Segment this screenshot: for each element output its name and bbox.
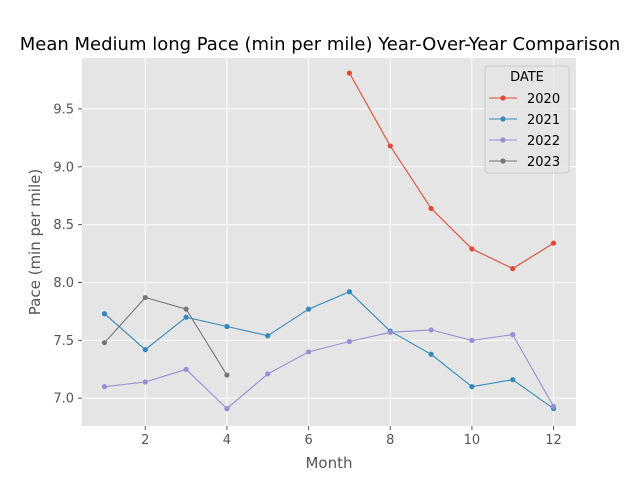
data-point-2021 [346,289,353,295]
data-point-2022 [428,327,434,333]
x-tick-label: 10 [464,433,481,448]
series-line-2021 [104,291,554,410]
legend-marker-2021 [500,116,506,122]
x-tick-label: 4 [223,433,231,448]
x-tick-label: 6 [304,433,312,448]
data-point-2023 [224,372,230,378]
x-tick-label: 12 [545,433,562,448]
data-point-2021 [183,314,189,320]
x-tick-label: 2 [141,433,149,448]
data-point-2022 [387,329,393,335]
series-2023 [101,294,230,378]
legend-item-2022: 2022 [489,134,560,149]
data-point-2021 [305,306,312,312]
data-point-2020 [387,143,393,149]
data-point-2022 [224,406,230,412]
data-point-2023 [142,294,148,301]
y-tick-label: 7.5 [53,334,74,349]
x-axis-label: Month [305,454,352,472]
data-point-2022 [101,384,108,390]
data-point-2021 [142,347,148,353]
legend-marker-2023 [500,158,506,164]
ticks: 2 4 6 8 10 12 7.0 7.5 8.0 8.5 9.0 9.5 [53,102,562,448]
data-point-2022 [265,371,271,377]
data-point-2023 [183,306,189,312]
data-point-2020 [428,205,434,212]
x-tick-label: 8 [386,433,394,448]
legend-marker-2020 [500,95,506,101]
y-tick-label: 8.0 [53,276,74,291]
data-point-2022 [142,379,148,385]
legend-box [484,65,570,174]
legend-label-2023: 2023 [527,155,560,170]
data-point-2020 [346,70,353,76]
legend-item-2020: 2020 [489,92,560,107]
series-layer [101,70,557,412]
data-point-2021 [469,384,475,390]
legend-marker-2022 [500,137,506,143]
y-tick-label: 7.0 [53,392,74,407]
data-point-2022 [469,337,475,343]
y-tick-label: 9.0 [53,160,74,175]
series-2021 [101,289,557,412]
series-2020 [346,70,557,272]
data-point-2022 [346,338,353,345]
data-point-2020 [510,266,516,272]
data-point-2022 [550,403,557,409]
y-tick-label: 9.5 [53,102,74,117]
series-line-2020 [348,72,554,270]
legend-items: 2020 2021 2022 2023 [489,92,560,170]
data-point-2021 [428,351,434,357]
legend: DATE 2020 2021 2022 2023 [484,65,570,174]
data-point-2020 [469,246,475,252]
data-point-2020 [550,240,557,246]
data-point-2022 [183,366,189,372]
series-line-2023 [104,296,228,376]
chart-title: Mean Medium long Pace (min per mile) Yea… [20,34,621,55]
legend-label-2021: 2021 [527,113,560,128]
y-tick-label: 8.5 [53,218,74,233]
data-point-2022 [305,349,312,355]
data-point-2021 [510,377,516,383]
legend-title: DATE [510,70,544,85]
data-point-2021 [265,333,271,339]
series-2022 [101,327,557,412]
y-axis-label: Pace (min per mile) [26,169,44,315]
data-point-2021 [101,311,108,317]
legend-label-2022: 2022 [527,134,560,149]
legend-label-2020: 2020 [527,92,560,107]
data-point-2021 [224,323,230,330]
data-point-2023 [101,340,108,346]
data-point-2022 [510,331,516,338]
series-line-2022 [104,329,554,410]
legend-item-2023: 2023 [489,155,560,170]
legend-item-2021: 2021 [489,113,560,128]
